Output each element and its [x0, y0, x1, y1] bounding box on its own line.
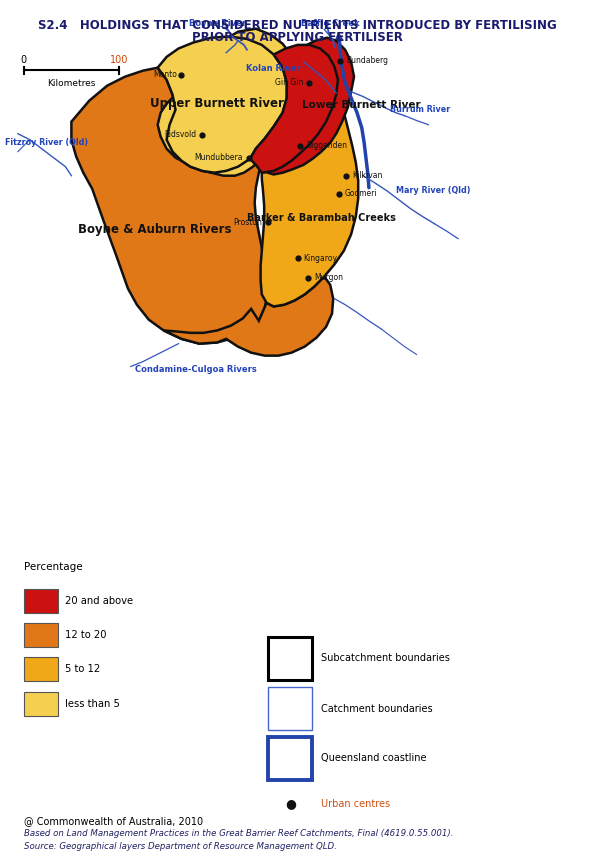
Text: Fitzroy River (Qld): Fitzroy River (Qld): [5, 138, 88, 147]
Text: Murgon: Murgon: [314, 273, 343, 282]
Text: Monto: Monto: [153, 70, 177, 80]
Text: Kilkivan: Kilkivan: [352, 171, 383, 180]
Polygon shape: [262, 38, 354, 175]
Text: Boyne River: Boyne River: [189, 19, 246, 27]
Text: Percentage: Percentage: [24, 561, 83, 572]
Text: 100: 100: [110, 55, 128, 65]
Text: Upper Burnett River: Upper Burnett River: [150, 97, 284, 111]
Text: Urban centres: Urban centres: [321, 799, 390, 809]
Text: Eidsvold: Eidsvold: [164, 130, 196, 140]
Text: Mundubbera: Mundubbera: [194, 153, 243, 162]
Text: Based on Land Management Practices in the Great Barrier Reef Catchments, Final (: Based on Land Management Practices in th…: [24, 829, 453, 838]
Polygon shape: [164, 277, 333, 356]
Text: less than 5: less than 5: [65, 698, 120, 709]
Polygon shape: [158, 37, 287, 173]
Text: Biggenden: Biggenden: [306, 141, 347, 150]
Text: 0: 0: [21, 55, 27, 65]
Text: Lower Burnett River: Lower Burnett River: [302, 100, 421, 110]
Text: 20 and above: 20 and above: [65, 596, 133, 606]
Text: 12 to 20: 12 to 20: [65, 630, 107, 640]
Text: Source: Geographical layers Department of Resource Management QLD.: Source: Geographical layers Department o…: [24, 842, 337, 851]
Polygon shape: [261, 80, 358, 307]
Text: S2.4   HOLDINGS THAT CONSIDERED NUTRIENTS INTRODUCED BY FERTILISING: S2.4 HOLDINGS THAT CONSIDERED NUTRIENTS …: [38, 19, 557, 32]
Text: Gin Gin: Gin Gin: [275, 78, 303, 87]
Text: Kingaroy: Kingaroy: [303, 254, 337, 263]
Text: Catchment boundaries: Catchment boundaries: [321, 704, 433, 714]
Text: Boyne & Auburn Rivers: Boyne & Auburn Rivers: [78, 223, 231, 237]
Text: Condamine-Culgoa Rivers: Condamine-Culgoa Rivers: [136, 365, 257, 374]
Text: Mary River (Qld): Mary River (Qld): [396, 186, 470, 195]
Text: 5 to 12: 5 to 12: [65, 664, 101, 674]
Text: Baffle Creek: Baffle Creek: [301, 19, 359, 27]
Polygon shape: [158, 29, 303, 176]
Text: PRIOR TO APPLYING FERTILISER: PRIOR TO APPLYING FERTILISER: [192, 31, 403, 44]
Text: Kilometres: Kilometres: [47, 79, 96, 88]
Text: Kolan River: Kolan River: [246, 64, 300, 74]
Text: Bundaberg: Bundaberg: [346, 56, 389, 65]
Text: ●: ●: [285, 797, 296, 811]
Polygon shape: [250, 45, 338, 173]
Text: Goomeri: Goomeri: [345, 189, 378, 198]
Text: Queensland coastline: Queensland coastline: [321, 753, 427, 764]
Polygon shape: [71, 68, 268, 344]
Text: Subcatchment boundaries: Subcatchment boundaries: [321, 653, 450, 663]
Text: Proston: Proston: [233, 218, 262, 227]
Text: Burrum River: Burrum River: [390, 105, 450, 114]
Text: Barker & Barambah Creeks: Barker & Barambah Creeks: [247, 213, 396, 223]
Text: @ Commonwealth of Australia, 2010: @ Commonwealth of Australia, 2010: [24, 816, 203, 826]
